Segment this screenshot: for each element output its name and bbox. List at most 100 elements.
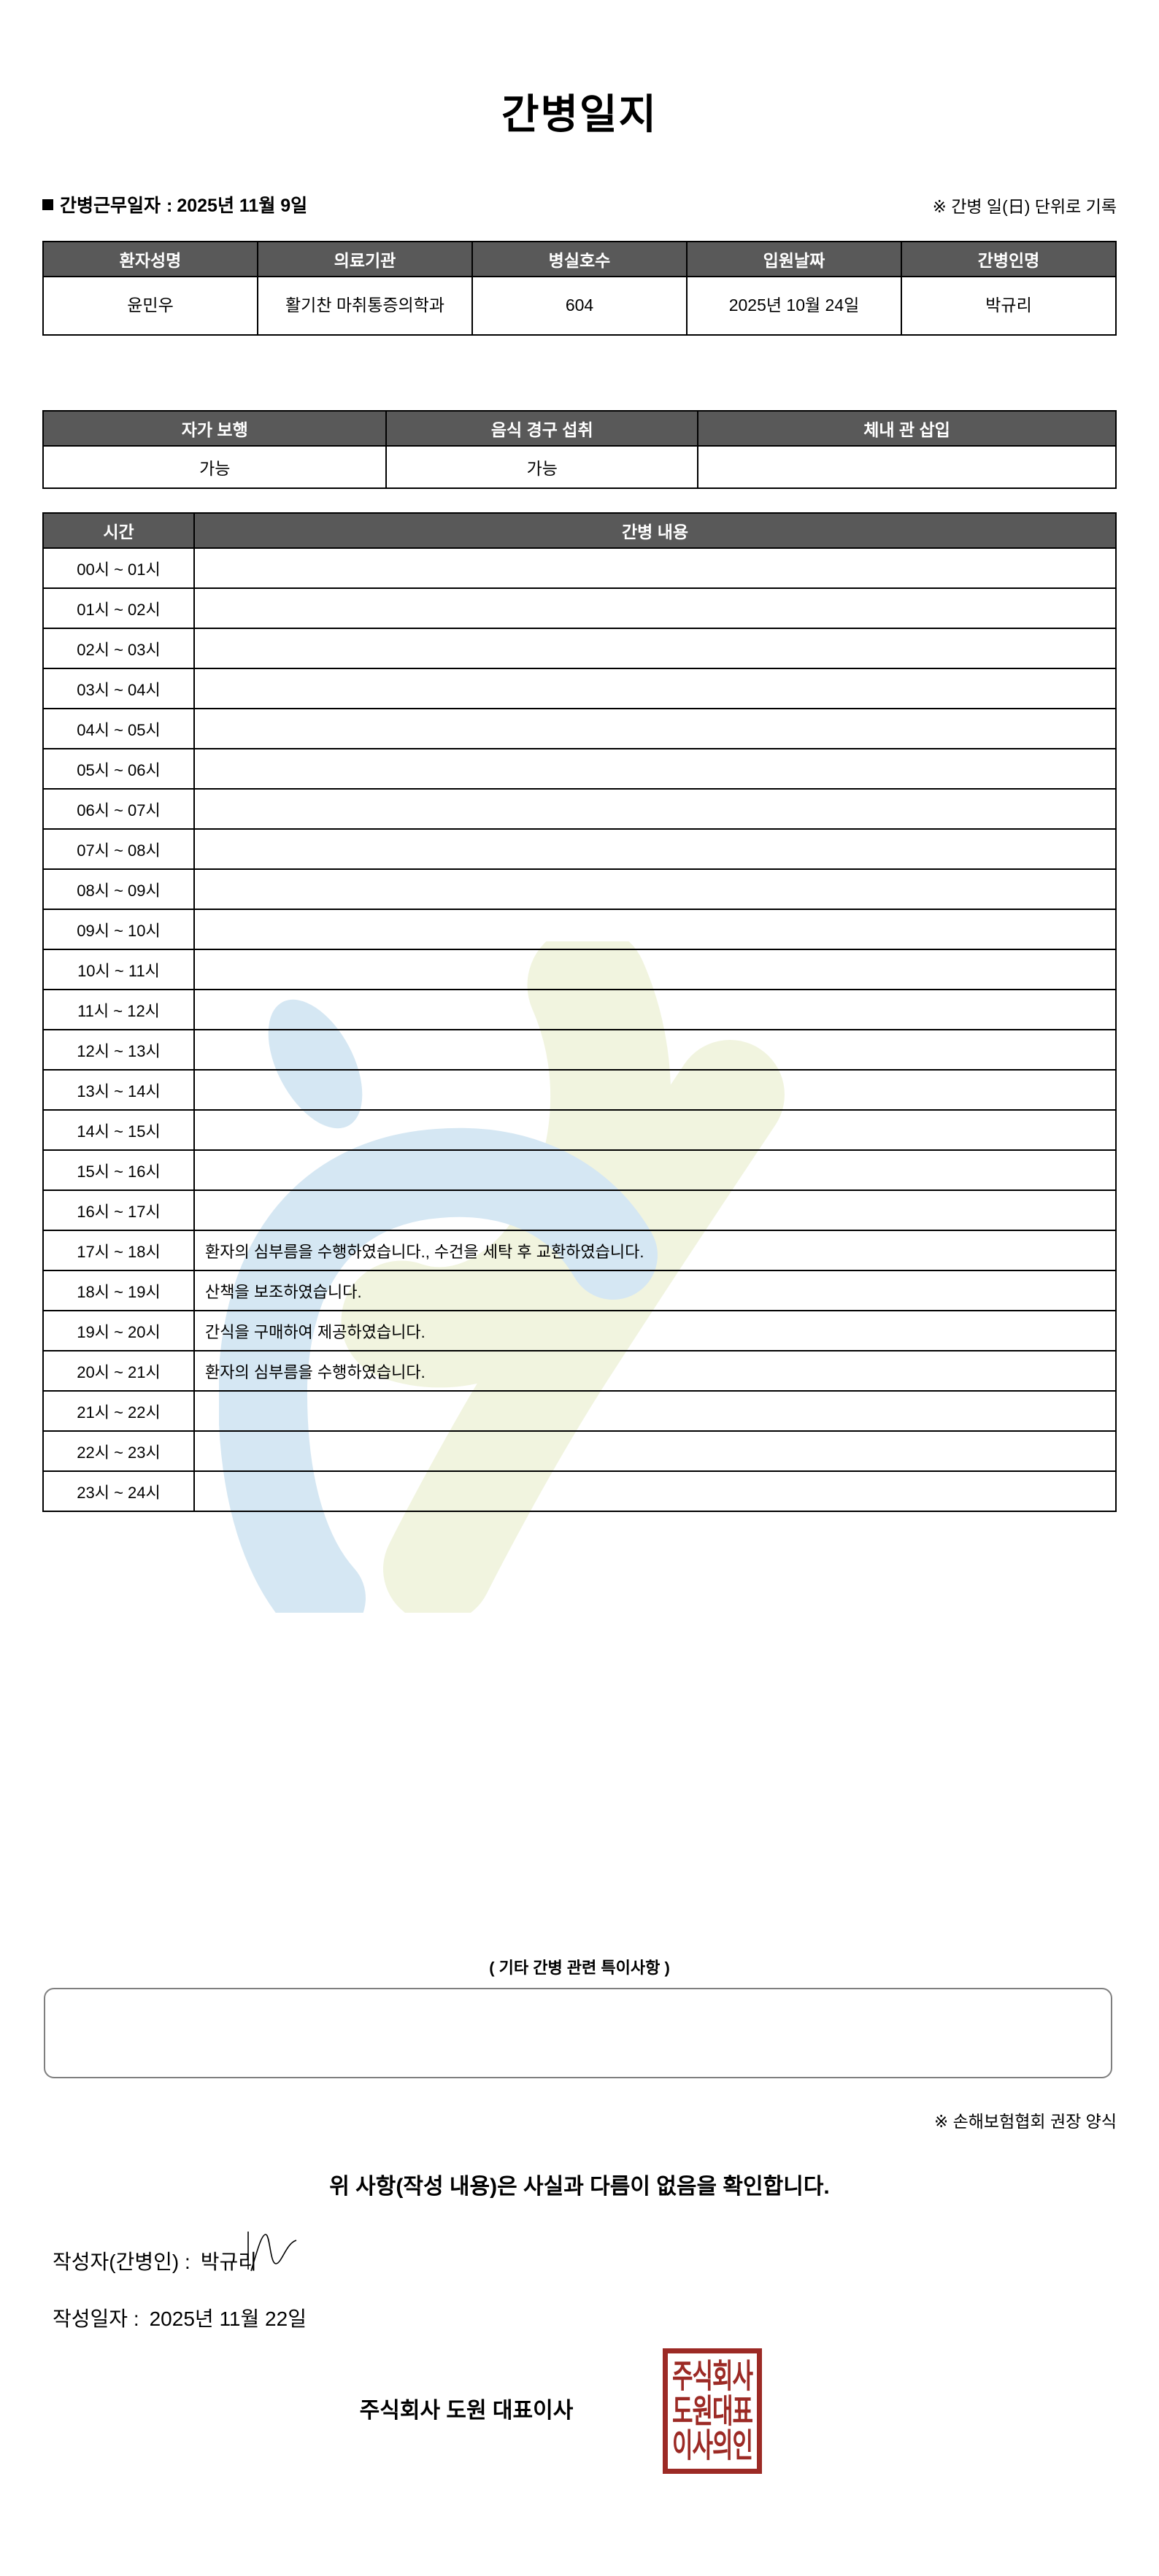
- header-admission-date: 입원날짜: [686, 241, 902, 277]
- cell-care-content[interactable]: [193, 989, 1117, 1030]
- cell-care-content[interactable]: [193, 1069, 1117, 1111]
- table-header-row: 자가 보행 음식 경구 섭취 체내 관 삽입: [42, 410, 1117, 447]
- table-row: 03시 ~ 04시: [42, 668, 1117, 709]
- table-row: 18시 ~ 19시 산책을 보조하였습니다.: [42, 1270, 1117, 1311]
- cell-time: 03시 ~ 04시: [42, 668, 195, 709]
- table-row: 09시 ~ 10시: [42, 909, 1117, 950]
- write-date-value: 2025년 11월 22일: [149, 2307, 307, 2330]
- form-source-note: ※ 손해보험협회 권장 양식: [933, 2112, 1117, 2131]
- cell-time: 05시 ~ 06시: [42, 748, 195, 790]
- cell-care-content[interactable]: [193, 788, 1117, 830]
- cell-care-content[interactable]: [193, 708, 1117, 749]
- header-caregiver-name: 간병인명: [901, 241, 1117, 277]
- value-room-number: 604: [471, 276, 688, 336]
- cell-time: 16시 ~ 17시: [42, 1189, 195, 1231]
- header-tube-inserted: 체내 관 삽입: [697, 410, 1117, 447]
- hourly-care-table: 시간 간병 내용 00시 ~ 01시 01시 ~ 02시 02시 ~ 03시 03시 …: [42, 512, 1117, 1512]
- cell-time: 18시 ~ 19시: [42, 1270, 195, 1311]
- value-self-walking: 가능: [42, 445, 388, 489]
- cell-time: 12시 ~ 13시: [42, 1029, 195, 1071]
- table-row: 10시 ~ 11시: [42, 949, 1117, 990]
- cell-time: 21시 ~ 22시: [42, 1390, 195, 1432]
- table-row: 21시 ~ 22시: [42, 1390, 1117, 1432]
- table-row: 윤민우 활기찬 마취통증의학과 604 2025년 10월 24일 박규리: [42, 276, 1117, 336]
- cell-time: 23시 ~ 24시: [42, 1470, 195, 1512]
- table-row: 14시 ~ 15시: [42, 1109, 1117, 1151]
- cell-care-content[interactable]: [193, 1390, 1117, 1432]
- cell-time: 17시 ~ 18시: [42, 1230, 195, 1271]
- table-row: 11시 ~ 12시: [42, 989, 1117, 1030]
- cell-time: 22시 ~ 23시: [42, 1430, 195, 1472]
- bullet-square-icon: [42, 199, 53, 210]
- cell-care-content[interactable]: [193, 1029, 1117, 1071]
- header-oral-intake: 음식 경구 섭취: [385, 410, 699, 447]
- ability-table: 자가 보행 음식 경구 섭취 체내 관 삽입 가능 가능: [42, 410, 1117, 489]
- cell-care-content[interactable]: [193, 1149, 1117, 1191]
- cell-time: 07시 ~ 08시: [42, 828, 195, 870]
- table-row: 19시 ~ 20시 간식을 구매하여 제공하였습니다.: [42, 1310, 1117, 1351]
- cell-care-content[interactable]: [193, 547, 1117, 589]
- table-row: 01시 ~ 02시: [42, 587, 1117, 629]
- cell-care-content[interactable]: [193, 909, 1117, 950]
- header-care-content: 간병 내용: [193, 512, 1117, 549]
- writer-value: 박규리: [200, 2251, 258, 2273]
- table-row: 04시 ~ 05시: [42, 708, 1117, 749]
- cell-care-content[interactable]: [193, 748, 1117, 790]
- cell-care-content[interactable]: [193, 668, 1117, 709]
- table-row: 가능 가능: [42, 445, 1117, 489]
- cell-care-content[interactable]: 환자의 심부름을 수행하였습니다., 수건을 세탁 후 교환하였습니다.: [193, 1230, 1117, 1271]
- work-date-value: 2025년 11월 9일: [177, 196, 308, 216]
- value-oral-intake: 가능: [385, 445, 699, 489]
- company-seal-stamp: 주식회사 도원대표 이사의인: [663, 2348, 762, 2474]
- table-row: 17시 ~ 18시 환자의 심부름을 수행하였습니다., 수건을 세탁 후 교환하…: [42, 1230, 1117, 1271]
- record-unit-note: ※ 간병 일(日) 단위로 기록: [932, 197, 1117, 216]
- table-row: 22시 ~ 23시: [42, 1430, 1117, 1472]
- table-header-row: 환자성명 의료기관 병실호수 입원날짜 간병인명: [42, 241, 1117, 277]
- cell-care-content[interactable]: [193, 949, 1117, 990]
- table-row: 07시 ~ 08시: [42, 828, 1117, 870]
- cell-care-content[interactable]: [193, 1189, 1117, 1231]
- cell-care-content[interactable]: [193, 587, 1117, 629]
- value-patient-name: 윤민우: [42, 276, 258, 336]
- write-date-label: 작성일자 :: [53, 2307, 139, 2330]
- table-row: 02시 ~ 03시: [42, 628, 1117, 669]
- cell-time: 01시 ~ 02시: [42, 587, 195, 629]
- cell-care-content[interactable]: [193, 868, 1117, 910]
- cell-care-content[interactable]: [193, 1109, 1117, 1151]
- signature-block: 작성자(간병인) : 박규리 작성일자 : 2025년 11월 22일: [53, 2232, 307, 2360]
- cell-time: 15시 ~ 16시: [42, 1149, 195, 1191]
- seal-line-3: 이사의인: [671, 2426, 753, 2464]
- cell-time: 08시 ~ 09시: [42, 868, 195, 910]
- cell-time: 09시 ~ 10시: [42, 909, 195, 950]
- table-row: 06시 ~ 07시: [42, 788, 1117, 830]
- table-header-row: 시간 간병 내용: [42, 512, 1117, 549]
- header-time: 시간: [42, 512, 195, 549]
- notes-textarea[interactable]: [44, 1988, 1112, 2078]
- cell-time: 14시 ~ 15시: [42, 1109, 195, 1151]
- header-patient-name: 환자성명: [42, 241, 258, 277]
- table-row: 05시 ~ 06시: [42, 748, 1117, 790]
- header-self-walking: 자가 보행: [42, 410, 388, 447]
- confirmation-statement: 위 사항(작성 내용)은 사실과 다름이 없음을 확인합니다.: [329, 2175, 830, 2199]
- value-hospital: 활기찬 마취통증의학과: [257, 276, 473, 336]
- cell-care-content[interactable]: [193, 628, 1117, 669]
- value-admission-date: 2025년 10월 24일: [686, 276, 902, 336]
- cell-care-content[interactable]: 환자의 심부름을 수행하였습니다.: [193, 1350, 1117, 1392]
- cell-time: 20시 ~ 21시: [42, 1350, 195, 1392]
- work-date-group: 간병근무일자:2025년 11월 9일: [42, 191, 307, 217]
- cell-care-content[interactable]: [193, 1430, 1117, 1472]
- cell-care-content[interactable]: 산책을 보조하였습니다.: [193, 1270, 1117, 1311]
- cell-time: 10시 ~ 11시: [42, 949, 195, 990]
- cell-care-content[interactable]: 간식을 구매하여 제공하였습니다.: [193, 1310, 1117, 1351]
- writer-row: 작성자(간병인) : 박규리: [53, 2232, 307, 2275]
- header-room-number: 병실호수: [471, 241, 688, 277]
- cell-time: 02시 ~ 03시: [42, 628, 195, 669]
- cell-care-content[interactable]: [193, 1470, 1117, 1512]
- cell-care-content[interactable]: [193, 828, 1117, 870]
- table-row: 00시 ~ 01시: [42, 547, 1117, 589]
- cell-time: 06시 ~ 07시: [42, 788, 195, 830]
- patient-info-table: 환자성명 의료기관 병실호수 입원날짜 간병인명 윤민우 활기찬 마취통증의학과…: [42, 241, 1117, 336]
- write-date-row: 작성일자 : 2025년 11월 22일: [53, 2303, 307, 2332]
- hourly-rows-container: 00시 ~ 01시 01시 ~ 02시 02시 ~ 03시 03시 ~ 04시 04시 …: [42, 547, 1117, 1512]
